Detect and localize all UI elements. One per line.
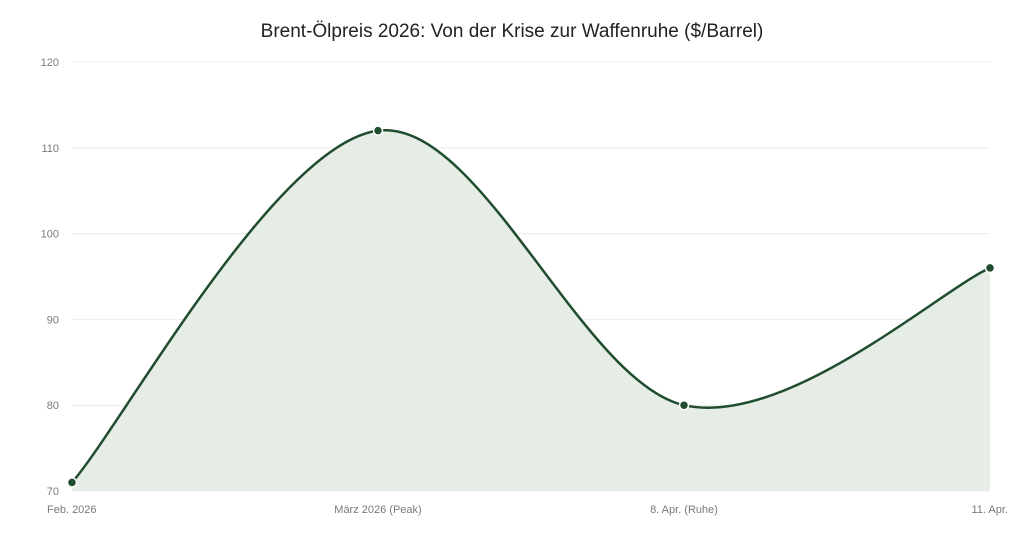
series-line: [71, 129, 991, 484]
x-tick-label: Feb. 2026: [47, 504, 97, 516]
data-point[interactable]: [678, 399, 690, 411]
data-point[interactable]: [372, 125, 384, 136]
line-layer: [71, 129, 991, 484]
x-tick-label: 8. Apr. (Ruhe): [650, 504, 718, 516]
y-tick-label: 90: [47, 314, 59, 326]
area-fill: [72, 130, 990, 492]
y-tick-label: 70: [47, 486, 59, 498]
x-tick-label: 11. Apr.: [972, 504, 1009, 516]
y-tick-label: 120: [41, 57, 59, 69]
chart-title: Brent-Ölpreis 2026: Von der Krise zur Wa…: [261, 21, 764, 42]
data-points: [66, 125, 996, 488]
x-axis-ticks: Feb. 2026 März 2026 (Peak) 8. Apr. (Ruhe) 1…: [47, 504, 1008, 516]
x-tick-label: März 2026 (Peak): [334, 504, 421, 516]
data-point[interactable]: [984, 262, 996, 274]
data-point[interactable]: [66, 477, 78, 488]
area-layer: [72, 130, 990, 492]
y-tick-label: 110: [41, 143, 59, 155]
y-axis-ticks: 70 80 90 100 110 120: [41, 57, 59, 498]
y-tick-label: 100: [41, 229, 59, 241]
y-tick-label: 80: [47, 400, 59, 412]
